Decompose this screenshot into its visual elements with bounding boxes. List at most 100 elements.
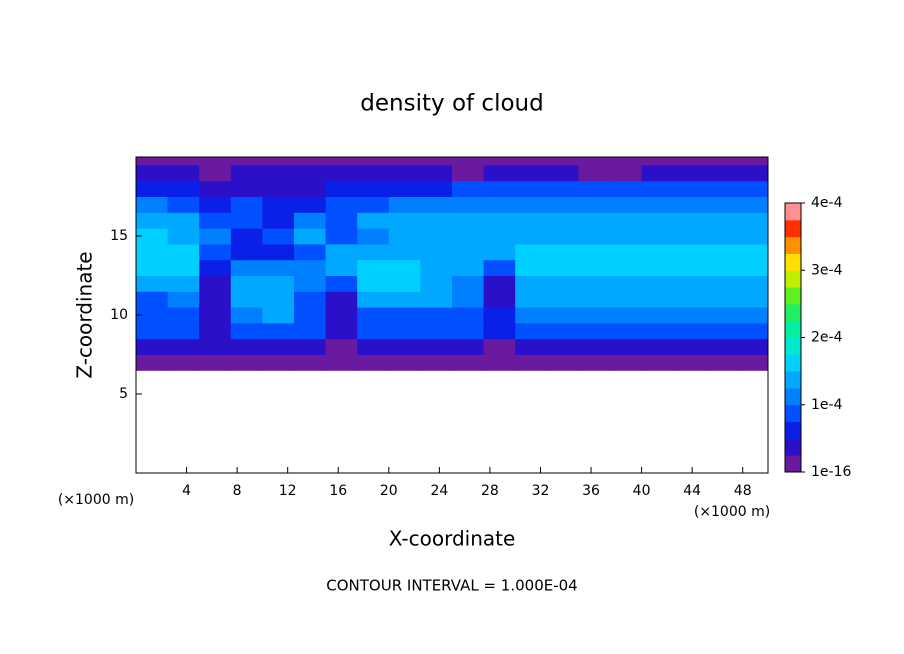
field-cell [294,275,327,292]
field-cell [294,307,327,324]
y-tick-label: 10 [110,307,128,323]
field-cell [199,228,232,245]
field-cell [641,164,674,182]
field-cell [357,322,390,340]
field-cell [230,180,263,197]
field-cell [325,196,358,213]
field-cell [452,259,485,276]
field-cell [546,322,579,340]
field-cell [578,354,611,371]
x-tick-label: 28 [481,483,499,499]
field-cell [452,322,485,340]
field-cell [136,338,169,355]
field-cell [357,228,390,245]
field-cell [136,180,169,197]
colorbar-tick-label: 4e-4 [811,195,843,211]
field-cell [452,338,485,355]
field-cell [673,164,706,182]
field-cell [357,259,390,276]
field-cell [610,275,643,292]
field-cell [673,291,706,308]
field-cell [262,212,295,229]
field-cell [388,228,421,245]
field-cell [167,275,200,292]
field-cell [167,322,200,340]
field-cell [578,196,611,213]
colorbar-tick-label: 1e-16 [811,464,851,480]
x-tick-label: 44 [683,483,701,499]
chart-title: density of cloud [360,91,543,117]
field-cell [704,307,737,324]
field-cell [325,354,358,371]
colorbar-band [785,354,801,372]
field-cell [294,322,327,340]
field-cell [357,275,390,292]
field-cell [262,322,295,340]
field-cell [578,291,611,308]
field-cell [136,212,169,229]
field-cell [736,259,769,276]
field-cell [230,243,263,261]
field-cell [294,157,327,166]
field-cell [199,354,232,371]
field-cell [262,157,295,166]
field-cell [704,259,737,276]
field-cell [420,291,453,308]
field-cell [167,354,200,371]
field-cell [357,164,390,182]
field-cell [578,212,611,229]
field-cell [262,196,295,213]
field-cell [736,196,769,213]
field-cell [325,228,358,245]
field-cell [452,228,485,245]
field-cell [736,354,769,371]
field-cell [325,291,358,308]
field-cell [230,228,263,245]
x-tick-label: 36 [582,483,600,499]
footer-note: CONTOUR INTERVAL = 1.000E-04 [326,577,577,595]
field-cell [483,259,516,276]
field-cell [167,338,200,355]
field-cell [736,243,769,261]
field-cell [452,354,485,371]
field-cell [483,354,516,371]
field-cell [388,338,421,355]
field-cell [230,338,263,355]
field-cell [357,291,390,308]
field-cell [610,212,643,229]
field-cell [357,243,390,261]
field-cell [704,354,737,371]
x-tick-label: 32 [532,483,550,499]
field-cell [167,259,200,276]
field-cell [262,259,295,276]
field-cell [483,307,516,324]
field-cell [167,228,200,245]
field-cell [262,164,295,182]
field-cell [704,338,737,355]
field-cell [610,259,643,276]
field-cell [452,291,485,308]
field-cell [199,164,232,182]
field-cell [515,275,548,292]
field-cell [420,180,453,197]
field-cell [673,259,706,276]
field-cell [704,180,737,197]
field-cell [641,322,674,340]
field-cell [420,259,453,276]
field-cell [167,307,200,324]
colorbar-band [785,303,801,322]
field-cell [262,354,295,371]
field-cell [610,338,643,355]
colorbar-band [785,320,801,338]
field-cell [388,157,421,166]
field-cell [452,196,485,213]
field-cell [230,157,263,166]
field-cell [610,157,643,166]
field-cell [199,243,232,261]
colorbar-band [785,203,801,221]
field-cell [136,322,169,340]
field-cell [420,228,453,245]
field-cell [452,157,485,166]
field-cell [452,212,485,229]
